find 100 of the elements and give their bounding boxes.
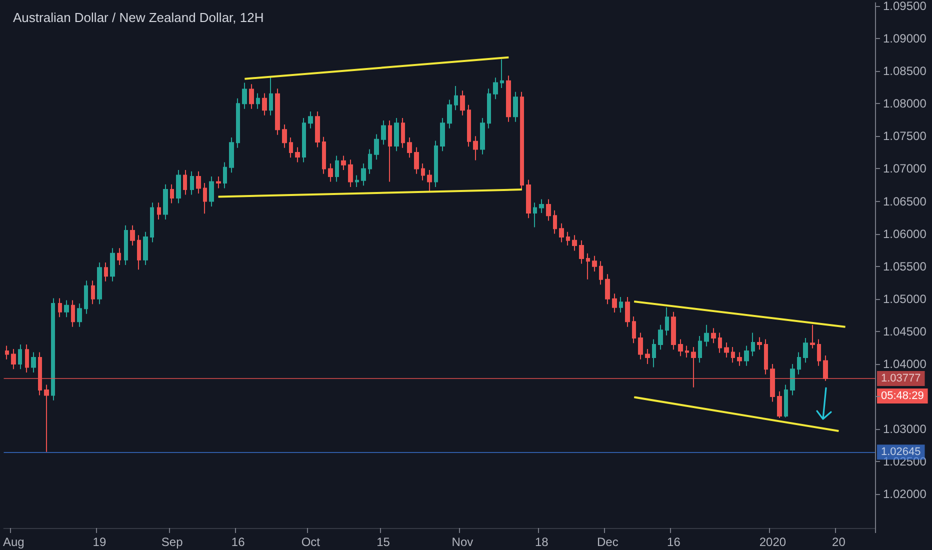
candlestick [322,136,326,174]
candlestick [196,170,201,194]
candlestick [176,170,181,204]
candlestick [368,148,372,174]
candlestick [797,352,801,375]
candlestick [275,88,280,136]
candlestick [506,75,511,122]
x-tick-label: 15 [376,535,390,549]
candlestick [447,99,452,129]
candlestick [163,184,168,220]
candlestick [460,90,465,116]
candlestick [348,159,353,188]
candlestick [328,163,333,182]
candlestick [64,300,69,318]
candlestick [724,342,729,358]
y-tick-label: 1.03000 [883,422,927,436]
candlestick [632,316,636,344]
candlestick [625,296,630,328]
y-tick-label: 1.06500 [883,194,927,208]
candlestick [124,224,128,266]
candlestick [236,98,240,148]
candlestick [84,280,88,314]
candlestick [586,252,590,280]
candlestick [638,332,643,360]
candlestick [658,324,663,350]
y-tick-label: 1.07000 [883,162,927,176]
candlestick [500,58,504,89]
candlestick [262,92,267,116]
candlestick [137,234,141,270]
y-tick-label: 1.06000 [883,226,927,241]
candlestick [454,86,458,111]
candlestick [810,324,815,349]
candlestick [130,224,135,246]
candlestick [599,260,603,286]
candlestick [645,348,650,364]
candlestick [526,179,531,219]
candlestick [539,198,544,214]
candlestick [421,163,425,181]
candlestick [157,202,161,220]
candlestick [150,202,154,243]
x-tick-label: Aug [2,535,24,549]
y-tick-label: 1.08000 [883,96,927,111]
candlestick [718,332,722,354]
candlestick [242,82,247,110]
x-tick-label: Nov [452,535,474,549]
candlestick [11,348,16,370]
candlestick [790,363,795,396]
candlestick [737,352,742,366]
candlestick [685,345,689,358]
candlestick [473,136,478,161]
candlestick [711,328,716,344]
y-tick-label: 1.04000 [883,356,927,371]
candlestick [203,182,207,214]
candlestick [117,248,121,266]
x-tick-label: 18 [535,535,549,549]
y-tick-label: 1.09000 [883,32,927,46]
candlestick [341,155,346,171]
x-tick-label: Sep [161,535,184,549]
text: 05:48:29 [881,390,924,402]
text: Australian Dollar / New Zealand Dollar, 12H [13,10,264,25]
candlestick [434,140,438,188]
candlestick [744,345,749,366]
candlestick [579,240,584,264]
candlestick [764,338,768,375]
candlestick [671,311,676,350]
x-tick-label: 16 [231,535,246,549]
candlestick [361,163,366,186]
candlestick [289,136,293,158]
candlestick [817,338,821,366]
candlestick [269,76,273,116]
candlestick [566,231,570,246]
candlestick [731,346,735,364]
candlestick [388,120,392,182]
x-tick-label: 2020 [759,535,786,549]
candlestick [249,84,254,110]
candlestick [335,155,339,182]
candlestick [619,296,623,314]
candlestick [308,110,313,129]
x-tick-label: Dec [597,535,618,549]
y-tick-label: 1.08500 [883,64,927,78]
candlestick [170,184,174,204]
candlestick [143,231,148,266]
candlestick [315,110,320,148]
candlestick [612,293,617,314]
candlestick [18,344,22,370]
candlestick [381,120,386,146]
candlestick [572,234,577,252]
candlestick [256,92,260,110]
candlestick [71,300,75,328]
candlestick [216,176,221,189]
candlestick [605,274,610,305]
candlestick [190,170,194,196]
candlestick [374,134,379,160]
x-tick-label: Oct [301,535,321,549]
candlestick [229,136,234,174]
candlestick [302,117,306,163]
candlestick [546,198,551,222]
candlestick [704,324,709,347]
candlestick [223,162,227,189]
candlestick [493,77,498,100]
